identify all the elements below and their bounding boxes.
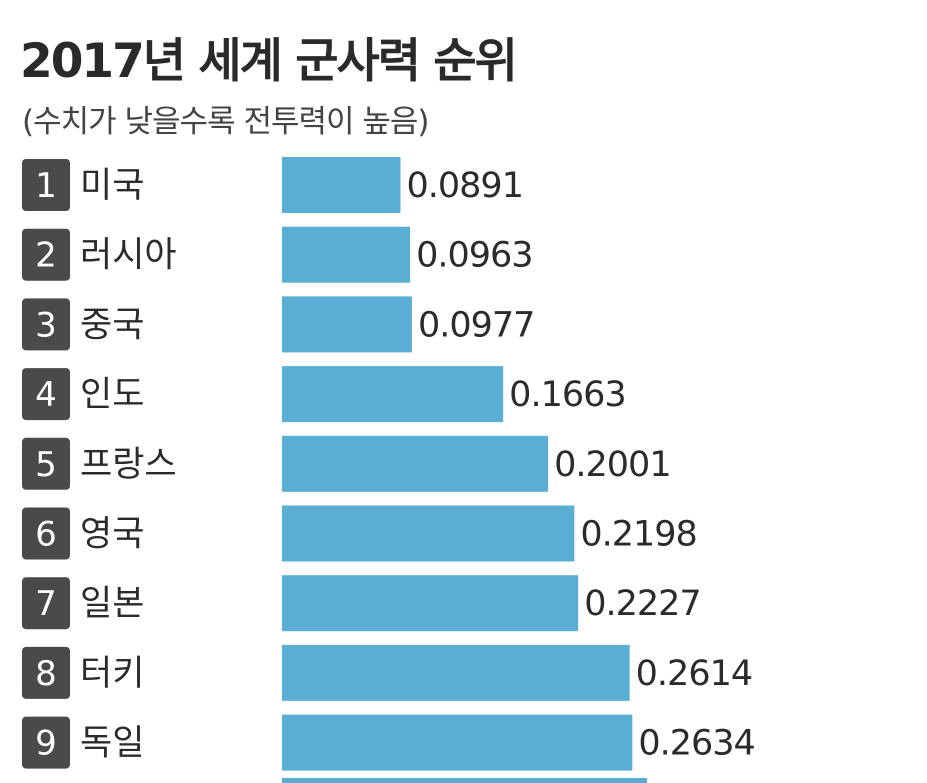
- category-label: 프랑스: [80, 445, 177, 485]
- chart-title: 2017년 세계 군사력 순위: [20, 34, 518, 89]
- value-label: 0.0891: [407, 166, 523, 206]
- category-label: 일본: [80, 584, 144, 624]
- rank-number: 6: [35, 515, 57, 555]
- rank-badge: [22, 437, 70, 490]
- category-label: 미국: [80, 166, 144, 206]
- rank-badge: [22, 159, 70, 211]
- rank-number: 8: [35, 654, 57, 694]
- value-label: 0.0963: [416, 236, 532, 276]
- rank-badge: [22, 368, 70, 421]
- bar-cropped: [282, 778, 647, 783]
- bar: [282, 157, 401, 213]
- value-label: 0.2198: [580, 515, 696, 555]
- bar: [282, 575, 579, 632]
- rank-number: 1: [35, 166, 57, 206]
- rank-badge: [22, 646, 70, 699]
- bar: [282, 435, 549, 492]
- bar: [282, 714, 633, 771]
- bar: [282, 296, 412, 353]
- rank-number: 5: [35, 445, 57, 485]
- category-label: 독일: [80, 724, 144, 764]
- rank-number: 3: [35, 305, 57, 345]
- value-label: 0.2227: [584, 584, 700, 624]
- rank-badge: [22, 298, 70, 351]
- bar: [282, 366, 504, 423]
- value-label: 0.2614: [636, 654, 752, 694]
- rank-badge: [22, 228, 70, 281]
- value-label: 0.1663: [509, 375, 625, 415]
- category-label: 인도: [80, 375, 144, 415]
- rank-number: 2: [35, 236, 57, 276]
- bar: [282, 644, 630, 701]
- category-label: 러시아: [80, 236, 177, 276]
- bar: [282, 505, 575, 562]
- chart-subtitle: (수치가 낮을수록 전투력이 높음): [22, 104, 430, 140]
- value-label: 0.2634: [638, 724, 754, 764]
- value-label: 0.2001: [554, 445, 670, 485]
- category-label: 중국: [80, 305, 144, 345]
- category-label: 영국: [80, 515, 144, 555]
- rank-number: 7: [35, 584, 57, 624]
- value-label: 0.0977: [418, 305, 534, 345]
- bar: [282, 226, 411, 283]
- rank-badge: [22, 507, 70, 560]
- rank-badge: [22, 577, 70, 630]
- rank-number: 9: [35, 724, 57, 764]
- rank-number: 4: [35, 375, 57, 415]
- category-label: 터키: [80, 654, 144, 694]
- rank-badge: [22, 716, 70, 769]
